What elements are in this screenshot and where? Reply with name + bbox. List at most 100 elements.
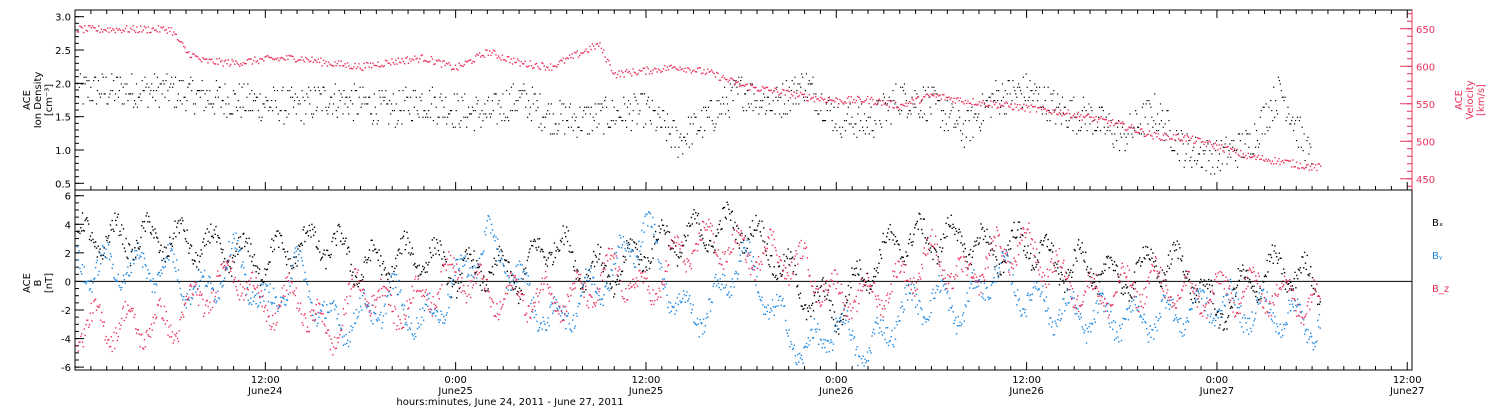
density-point <box>487 96 490 98</box>
density-point <box>192 103 195 105</box>
b-point <box>1021 234 1023 236</box>
b-point <box>353 312 355 315</box>
b-point <box>1166 265 1169 267</box>
b-point <box>890 336 892 338</box>
b-point <box>394 274 396 276</box>
b-point <box>222 248 224 251</box>
velocity-point <box>444 64 446 67</box>
b-point <box>900 258 902 260</box>
b-point <box>511 273 514 275</box>
b-point <box>331 302 333 305</box>
velocity-point <box>1117 122 1119 124</box>
velocity-point <box>1232 150 1234 153</box>
density-point <box>450 110 453 112</box>
density-point <box>93 80 95 82</box>
b-point <box>383 305 386 307</box>
density-point <box>1026 86 1028 88</box>
density-point <box>209 90 211 92</box>
b-point <box>396 294 399 296</box>
density-point <box>1085 110 1087 112</box>
b-point <box>1106 257 1109 259</box>
b-point <box>888 238 891 241</box>
b-point <box>553 242 556 244</box>
density-point <box>190 76 192 78</box>
b-point <box>356 317 358 319</box>
velocity-point <box>808 93 811 96</box>
density-point <box>1046 120 1048 122</box>
b-point <box>209 276 211 279</box>
b-point <box>973 245 975 247</box>
b-point <box>268 261 270 263</box>
b-point <box>323 249 325 251</box>
density-point <box>861 103 863 105</box>
b-point <box>541 328 543 331</box>
density-point <box>1307 136 1309 138</box>
b-point <box>699 235 701 237</box>
velocity-point <box>216 58 218 60</box>
b-point <box>128 274 131 277</box>
density-point <box>1239 140 1241 142</box>
b-point <box>400 238 402 240</box>
b-point <box>648 211 651 213</box>
density-point <box>904 93 906 95</box>
b-point <box>1314 289 1316 291</box>
b-point <box>588 269 591 271</box>
b-point <box>422 319 425 321</box>
velocity-point <box>863 101 865 103</box>
velocity-point <box>1202 140 1204 143</box>
b-point <box>550 254 552 256</box>
b-point <box>620 246 623 249</box>
b-point <box>143 257 146 260</box>
b-point <box>668 244 670 247</box>
b-point <box>1050 249 1052 251</box>
density-point <box>1063 106 1065 108</box>
b-point <box>831 304 834 306</box>
b-point <box>94 245 96 248</box>
density-point <box>376 123 378 125</box>
b-point <box>449 277 452 279</box>
velocity-point <box>996 107 998 109</box>
velocity-point <box>254 56 256 58</box>
density-point <box>1180 130 1182 132</box>
b-point <box>1243 277 1246 279</box>
b-point <box>691 308 693 311</box>
b-point <box>954 319 956 321</box>
b-point <box>497 248 499 250</box>
velocity-point <box>260 58 262 60</box>
b-point <box>1268 253 1270 256</box>
b-point <box>1010 283 1013 286</box>
b-point <box>856 260 858 262</box>
density-point <box>1127 133 1129 135</box>
b-point <box>191 259 194 261</box>
b-point <box>518 260 521 262</box>
velocity-point <box>386 60 388 62</box>
b-point <box>610 269 612 271</box>
b-point <box>615 283 618 286</box>
b-point <box>1183 273 1185 276</box>
velocity-point <box>82 31 85 34</box>
density-point <box>1036 86 1038 88</box>
velocity-point <box>1208 140 1210 142</box>
velocity-point <box>511 63 514 65</box>
b-point <box>125 273 127 276</box>
density-point <box>467 116 469 118</box>
density-point <box>1188 140 1190 142</box>
b-point <box>1074 313 1076 315</box>
b-point <box>1078 318 1081 320</box>
b-point <box>453 283 455 286</box>
b-point <box>202 241 204 243</box>
velocity-point <box>968 102 970 105</box>
velocity-point <box>275 58 278 61</box>
density-point <box>1131 133 1133 135</box>
velocity-point <box>632 68 634 70</box>
b-point <box>103 252 106 254</box>
velocity-point <box>812 96 814 99</box>
velocity-point <box>817 98 819 100</box>
b-point <box>422 268 425 271</box>
velocity-point <box>749 89 751 91</box>
velocity-point <box>874 102 877 105</box>
b-point <box>218 298 221 300</box>
density-point <box>378 90 380 92</box>
bottom-frame <box>74 189 1413 371</box>
b-point <box>1052 334 1055 336</box>
